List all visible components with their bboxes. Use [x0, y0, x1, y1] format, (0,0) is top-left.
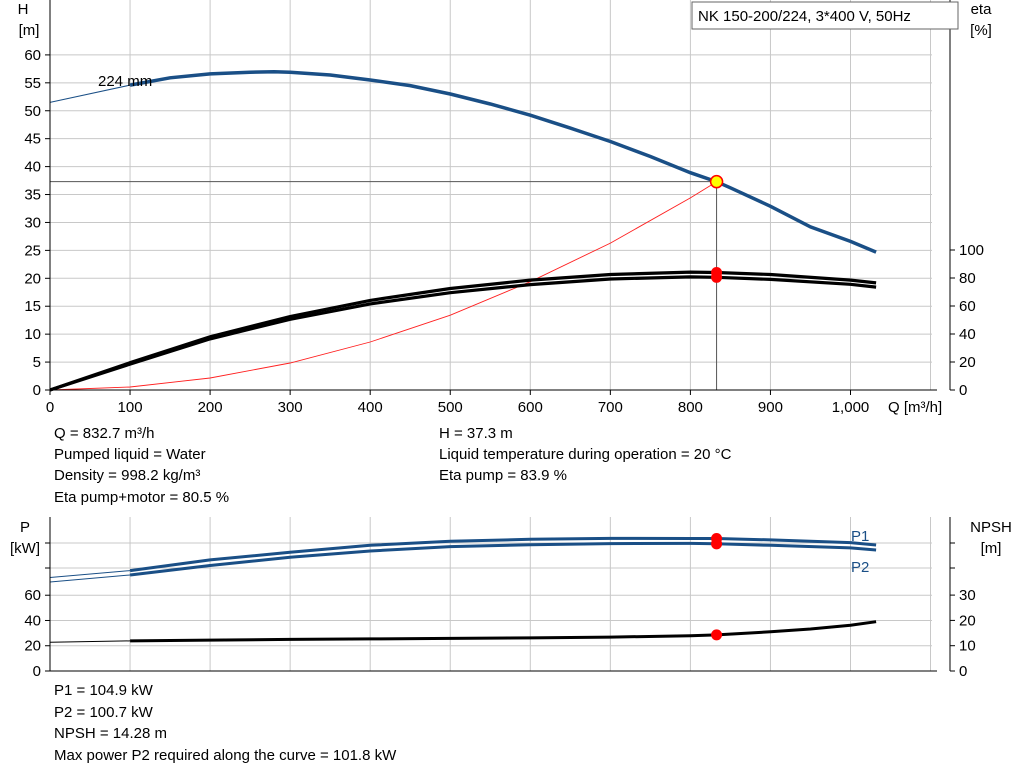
- upper-chart-grid: [50, 0, 932, 390]
- h-tick-label: 60: [24, 47, 41, 64]
- h-tick-label: 20: [24, 270, 41, 287]
- x-tick-label: 900: [758, 399, 783, 416]
- operating-point-marker: [709, 174, 724, 189]
- npsh-curve: [130, 620, 877, 643]
- h-tick-label: 30: [24, 214, 41, 231]
- h-tick-label: 40: [24, 159, 41, 176]
- eta-tick-label: 100: [959, 242, 984, 259]
- x-tick-label: 1,000: [832, 399, 870, 416]
- info-npsh: NPSH = 14.28 m: [54, 725, 167, 742]
- npsh-tick-label: 20: [959, 612, 976, 629]
- h-curve: [129, 69, 877, 254]
- tick-labels: 0 100 200 300 400 500 600 700 800 900 1,0000510152…: [24, 47, 984, 680]
- eta-tick-label: 20: [959, 354, 976, 371]
- x-tick-label: 200: [198, 399, 223, 416]
- p-tick-label: 20: [24, 638, 41, 655]
- chart-title: NK 150-200/224, 3*400 V, 50Hz: [698, 8, 911, 25]
- eta-tick-label: 60: [959, 298, 976, 315]
- x-tick-label: 300: [278, 399, 303, 416]
- h-tick-label: 35: [24, 187, 41, 204]
- info-h: H = 37.3 m: [439, 425, 513, 442]
- x-tick-label: 700: [598, 399, 623, 416]
- upper-ylabel-eta: eta: [971, 1, 993, 18]
- p-tick-label: 0: [33, 663, 41, 680]
- npsh-curve-extrapolation: [49, 640, 131, 643]
- lower-ylabel-p: P: [20, 519, 30, 536]
- lower-ylabel-npsh-unit: [m]: [981, 540, 1002, 557]
- x-tick-label: 400: [358, 399, 383, 416]
- info-max-power-p2: Max power P2 required along the curve = …: [54, 747, 397, 764]
- lower-ylabel-npsh: NPSH: [970, 519, 1012, 536]
- info-pumped-liquid: Pumped liquid = Water: [54, 446, 206, 463]
- upper-ylabel-h: H: [18, 1, 29, 18]
- eta-tick-label: 0: [959, 382, 967, 399]
- h-curve-extrapolation: [49, 84, 131, 103]
- info-liquid-temperature: Liquid temperature during operation = 20…: [439, 446, 732, 463]
- lower-ylabel-p-unit: [kW]: [10, 540, 40, 557]
- h-tick-label: 0: [33, 382, 41, 399]
- eta-pump-motor-curve: [49, 275, 877, 392]
- info-p2: P2 = 100.7 kW: [54, 704, 153, 721]
- axes-frame: [45, 0, 955, 672]
- p1-curve-extrapolation: [49, 570, 131, 578]
- x-tick-label: 800: [678, 399, 703, 416]
- upper-chart-curves: [49, 69, 877, 392]
- upper-xlabel: Q [m³/h]: [888, 399, 942, 416]
- operating-point-markers: [709, 174, 724, 641]
- h-tick-label: 25: [24, 242, 41, 259]
- x-tick-label: 100: [118, 399, 143, 416]
- impeller-diameter-label: 224 mm: [98, 73, 152, 90]
- legend-p1: P1: [851, 528, 869, 545]
- x-tick-label: 600: [518, 399, 543, 416]
- system-curve: [49, 181, 717, 391]
- info-p1: P1 = 104.9 kW: [54, 682, 153, 699]
- h-tick-label: 45: [24, 131, 41, 148]
- npsh-tick-label: 10: [959, 638, 976, 655]
- p2-curve-extrapolation: [49, 574, 131, 583]
- p2-curve: [129, 541, 877, 577]
- p1-curve: [129, 536, 877, 573]
- legend-p2: P2: [851, 559, 869, 576]
- info-eta-pump: Eta pump = 83.9 %: [439, 467, 567, 484]
- h-tick-label: 10: [24, 326, 41, 343]
- p2-marker: [711, 538, 723, 550]
- x-tick-label: 500: [438, 399, 463, 416]
- chart-title-box: [691, 1, 959, 30]
- npsh-tick-label: 0: [959, 663, 967, 680]
- eta-tick-label: 40: [959, 326, 976, 343]
- h-tick-label: 55: [24, 75, 41, 92]
- eta-pump-curve: [49, 270, 877, 392]
- p-tick-label: 40: [24, 612, 41, 629]
- upper-ylabel-eta-unit: [%]: [970, 22, 992, 39]
- h-tick-label: 5: [33, 354, 41, 371]
- eta-tick-label: 80: [959, 270, 976, 287]
- info-q: Q = 832.7 m³/h: [54, 425, 155, 442]
- lower-chart-curves: [49, 536, 877, 643]
- x-tick-label: 0: [46, 399, 54, 416]
- p-tick-label: 60: [24, 587, 41, 604]
- eta-total-marker: [711, 271, 723, 283]
- h-tick-label: 50: [24, 103, 41, 120]
- h-tick-label: 15: [24, 298, 41, 315]
- info-density: Density = 998.2 kg/m³: [54, 467, 201, 484]
- npsh-tick-label: 30: [959, 587, 976, 604]
- info-eta-pump-motor: Eta pump+motor = 80.5 %: [54, 489, 230, 506]
- npsh-marker: [711, 629, 723, 641]
- upper-ylabel-h-unit: [m]: [19, 22, 40, 39]
